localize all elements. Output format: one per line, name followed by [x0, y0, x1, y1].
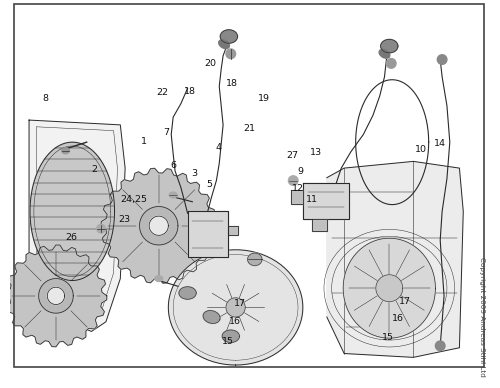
Ellipse shape	[218, 40, 230, 48]
Text: 20: 20	[204, 59, 216, 68]
Text: 15: 15	[382, 333, 394, 342]
Ellipse shape	[222, 330, 240, 343]
Polygon shape	[168, 250, 303, 365]
Text: 16: 16	[392, 314, 404, 323]
Text: 15: 15	[222, 336, 234, 346]
Text: 3: 3	[192, 169, 198, 178]
Ellipse shape	[179, 287, 196, 299]
Polygon shape	[140, 206, 178, 245]
Ellipse shape	[62, 148, 70, 154]
Text: 2: 2	[91, 165, 97, 174]
Text: 12: 12	[292, 184, 304, 193]
Circle shape	[436, 341, 445, 351]
Text: 11: 11	[306, 195, 318, 204]
Text: 21: 21	[243, 124, 255, 133]
Polygon shape	[228, 226, 237, 236]
Ellipse shape	[380, 40, 398, 53]
Polygon shape	[343, 238, 436, 338]
Polygon shape	[149, 216, 169, 236]
Polygon shape	[5, 245, 107, 347]
Text: 22: 22	[156, 88, 168, 97]
Polygon shape	[101, 168, 216, 283]
Text: 19: 19	[258, 94, 270, 103]
Circle shape	[376, 275, 402, 301]
Ellipse shape	[248, 253, 262, 266]
Ellipse shape	[203, 310, 220, 324]
Text: 24,25: 24,25	[120, 195, 148, 204]
Polygon shape	[327, 161, 464, 357]
Polygon shape	[48, 287, 64, 305]
Text: 23: 23	[118, 215, 130, 223]
Ellipse shape	[170, 192, 177, 198]
Circle shape	[288, 176, 298, 185]
Ellipse shape	[220, 30, 238, 43]
Text: 6: 6	[170, 161, 176, 170]
Polygon shape	[29, 120, 125, 331]
Polygon shape	[30, 142, 114, 281]
Text: 5: 5	[206, 180, 212, 189]
Text: 7: 7	[163, 128, 169, 137]
Text: 9: 9	[298, 167, 304, 176]
Text: 1: 1	[142, 137, 148, 146]
Text: 26: 26	[66, 233, 78, 242]
Text: 18: 18	[184, 87, 196, 96]
Polygon shape	[312, 219, 327, 230]
Text: 18: 18	[226, 80, 237, 88]
Text: 4: 4	[216, 143, 222, 152]
Circle shape	[438, 55, 447, 64]
Text: 16: 16	[228, 317, 240, 326]
Circle shape	[226, 298, 245, 317]
Polygon shape	[292, 190, 303, 204]
Text: 17: 17	[234, 299, 246, 308]
Polygon shape	[303, 182, 349, 219]
Text: 14: 14	[434, 139, 446, 148]
Text: Copyright 2009 Andreas Stihl Ltd: Copyright 2009 Andreas Stihl Ltd	[480, 257, 486, 377]
Ellipse shape	[379, 49, 390, 58]
Ellipse shape	[155, 276, 162, 281]
Text: 10: 10	[414, 145, 426, 154]
Text: 27: 27	[286, 151, 298, 160]
Text: 17: 17	[398, 297, 410, 306]
Text: 13: 13	[310, 148, 322, 157]
Text: 8: 8	[43, 94, 49, 103]
Ellipse shape	[97, 224, 106, 233]
Circle shape	[386, 59, 396, 68]
Polygon shape	[188, 211, 228, 258]
Polygon shape	[38, 279, 73, 313]
Circle shape	[226, 49, 235, 59]
